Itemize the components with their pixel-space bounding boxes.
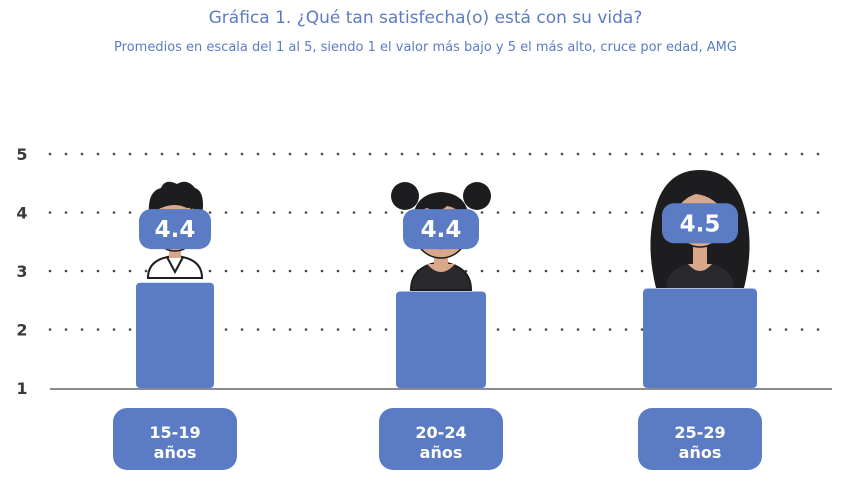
value-label-box — [139, 209, 211, 250]
category-label-box — [379, 408, 503, 470]
category-label: 15-19 — [149, 423, 200, 442]
category-label: 20-24 — [415, 423, 466, 442]
value-label-box — [662, 203, 738, 244]
y-tick-label: 5 — [16, 145, 27, 164]
category-label-unit: años — [420, 443, 463, 462]
bar — [396, 291, 486, 388]
value-label: 4.5 — [680, 211, 721, 237]
y-tick-label: 1 — [16, 379, 27, 398]
y-tick-label: 2 — [16, 321, 27, 340]
chart-subtitle: Promedios en escala del 1 al 5, siendo 1… — [114, 40, 737, 55]
value-label-box — [403, 209, 479, 250]
value-label: 4.4 — [421, 217, 462, 243]
y-tick-label: 3 — [16, 262, 27, 281]
chart-title: Gráfica 1. ¿Qué tan satisfecha(o) está c… — [208, 8, 643, 28]
y-tick-label: 4 — [16, 204, 27, 223]
category-label-box — [638, 408, 762, 470]
category-label: 25-29 — [674, 423, 725, 442]
category-label-unit: años — [154, 443, 197, 462]
category-label-box — [113, 408, 237, 470]
bar — [136, 282, 214, 388]
category-label-unit: años — [679, 443, 722, 462]
bar — [643, 288, 757, 388]
value-label: 4.4 — [155, 217, 196, 243]
